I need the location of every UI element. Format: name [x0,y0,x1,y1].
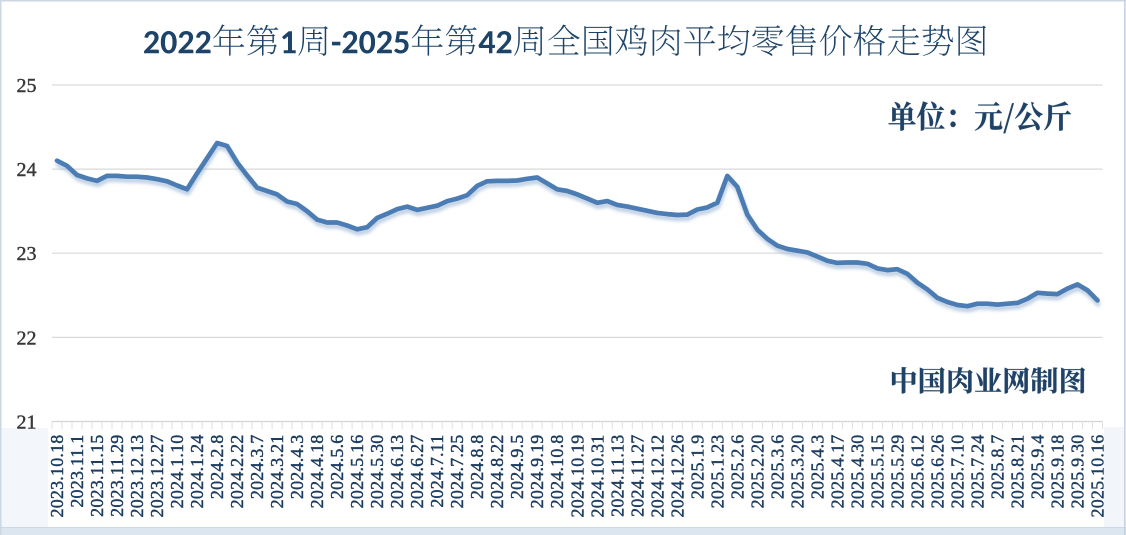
svg-text:2024.5.30: 2024.5.30 [367,435,387,509]
svg-text:2024.7.11: 2024.7.11 [427,435,447,508]
svg-text:2025.9.18: 2025.9.18 [1048,435,1068,509]
svg-text:2025.2.20: 2025.2.20 [747,435,767,509]
svg-text:2025.8.21: 2025.8.21 [1008,435,1028,509]
svg-text:2024.10.8: 2024.10.8 [547,435,567,509]
svg-text:2025.4.30: 2025.4.30 [847,435,867,509]
svg-text:2024.9.19: 2024.9.19 [527,435,547,509]
svg-text:23: 23 [17,243,37,265]
svg-text:2024.9.5: 2024.9.5 [507,435,527,500]
svg-text:2025.3.6: 2025.3.6 [767,435,787,500]
svg-text:2025.8.7: 2025.8.7 [988,435,1008,500]
svg-text:2024.11.13: 2024.11.13 [607,435,627,517]
svg-text:2024.5.16: 2024.5.16 [347,435,367,509]
svg-text:2025.1.23: 2025.1.23 [707,435,727,509]
svg-text:2025.5.29: 2025.5.29 [887,435,907,509]
svg-text:2024.3.21: 2024.3.21 [267,435,287,509]
svg-text:2024.5.6: 2024.5.6 [327,435,347,500]
svg-text:2025.6.12: 2025.6.12 [907,435,927,509]
svg-text:2024.1.24: 2024.1.24 [187,435,207,509]
svg-text:2024.4.3: 2024.4.3 [287,435,307,500]
svg-text:2023.11.15: 2023.11.15 [87,435,107,517]
svg-text:2024.10.31: 2024.10.31 [587,435,607,518]
svg-text:2024.11.27: 2024.11.27 [627,435,647,517]
svg-text:2024.12.26: 2024.12.26 [667,435,687,518]
svg-text:2025.1.9: 2025.1.9 [687,435,707,500]
svg-text:2024.8.22: 2024.8.22 [487,435,507,509]
svg-text:2025.5.15: 2025.5.15 [867,435,887,509]
svg-text:2023.11.29: 2023.11.29 [107,435,127,517]
svg-text:2024.12.12: 2024.12.12 [647,435,667,518]
svg-text:2024.7.25: 2024.7.25 [447,435,467,509]
svg-text:2023.12.13: 2023.12.13 [127,435,147,518]
svg-text:2025.3.20: 2025.3.20 [787,435,807,509]
svg-text:2025.9.4: 2025.9.4 [1028,435,1048,500]
svg-text:2025.4.3: 2025.4.3 [807,435,827,500]
svg-text:2025.7.24: 2025.7.24 [968,435,988,509]
svg-text:2024.2.8: 2024.2.8 [207,435,227,500]
svg-text:22: 22 [17,327,37,349]
svg-text:2024.6.13: 2024.6.13 [387,435,407,509]
svg-text:2024.3.7: 2024.3.7 [247,435,267,500]
svg-text:2024.8.8: 2024.8.8 [467,435,487,500]
svg-text:2025.7.10: 2025.7.10 [948,435,968,509]
svg-text:2023.12.27: 2023.12.27 [147,435,167,518]
svg-text:25: 25 [17,75,37,97]
svg-text:2024.10.19: 2024.10.19 [567,435,587,518]
svg-text:2025.6.26: 2025.6.26 [927,435,947,509]
svg-text:24: 24 [17,159,37,181]
svg-text:2025.4.17: 2025.4.17 [827,435,847,509]
svg-text:2024.4.18: 2024.4.18 [307,435,327,509]
svg-text:2025.2.6: 2025.2.6 [727,435,747,500]
svg-text:2024.2.22: 2024.2.22 [227,435,247,509]
svg-text:2025.10.16: 2025.10.16 [1088,435,1108,518]
svg-text:2024.1.10: 2024.1.10 [167,435,187,509]
svg-text:2023.10.18: 2023.10.18 [47,435,67,518]
svg-text:21: 21 [17,412,37,434]
svg-text:2023.11.1: 2023.11.1 [67,435,87,508]
svg-text:2024.6.27: 2024.6.27 [407,435,427,509]
svg-text:2025.9.30: 2025.9.30 [1068,435,1088,509]
